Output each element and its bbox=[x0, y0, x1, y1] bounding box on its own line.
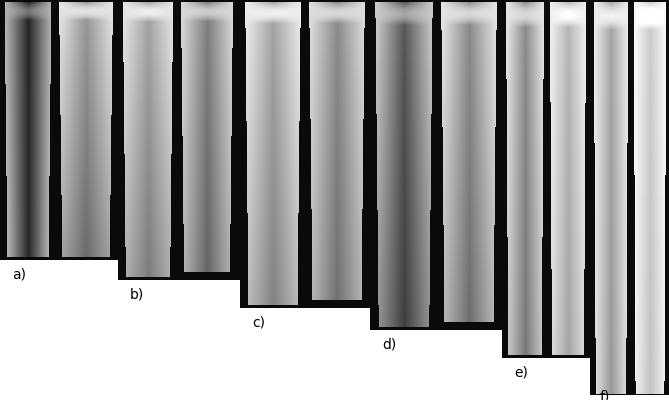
Text: d): d) bbox=[382, 338, 396, 352]
Text: c): c) bbox=[252, 316, 265, 330]
Text: f): f) bbox=[600, 390, 610, 400]
Text: e): e) bbox=[514, 366, 528, 380]
Text: a): a) bbox=[12, 268, 26, 282]
Text: b): b) bbox=[130, 288, 145, 302]
